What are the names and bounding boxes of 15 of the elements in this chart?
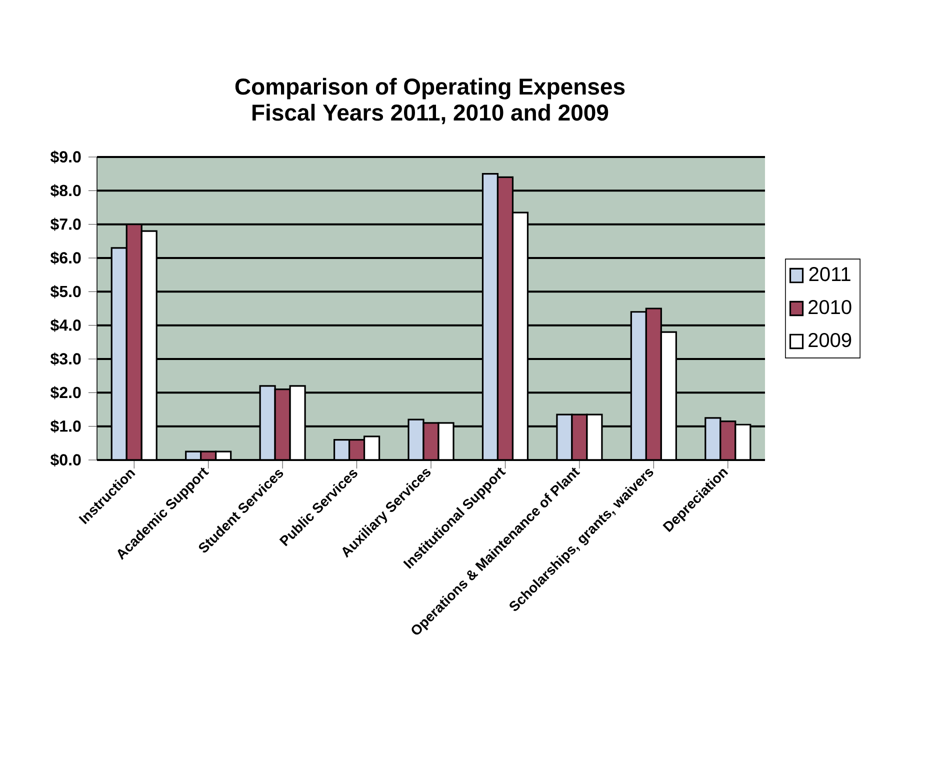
y-tick-label: $3.0 xyxy=(50,352,81,366)
y-tick-label: $8.0 xyxy=(50,184,81,198)
y-tick-label: $0.0 xyxy=(50,453,81,467)
y-tick-label: $5.0 xyxy=(50,285,81,298)
legend-label: 2011 xyxy=(809,267,850,282)
y-tick-label: $9.0 xyxy=(50,150,81,164)
y-tick-label: $7.0 xyxy=(50,218,81,231)
y-tick-label: $1.0 xyxy=(50,420,81,433)
legend-label: 2010 xyxy=(808,300,852,314)
chart-subtitle: Fiscal Years 2011, 2010 and 2009 xyxy=(252,104,608,124)
chart-title: Comparison of Operating Expenses xyxy=(235,78,625,100)
y-tick-label: $4.0 xyxy=(50,318,81,332)
y-tick-label: $6.0 xyxy=(50,251,81,265)
legend-label: 2009 xyxy=(808,332,852,348)
y-tick-label: $2.0 xyxy=(50,386,81,400)
